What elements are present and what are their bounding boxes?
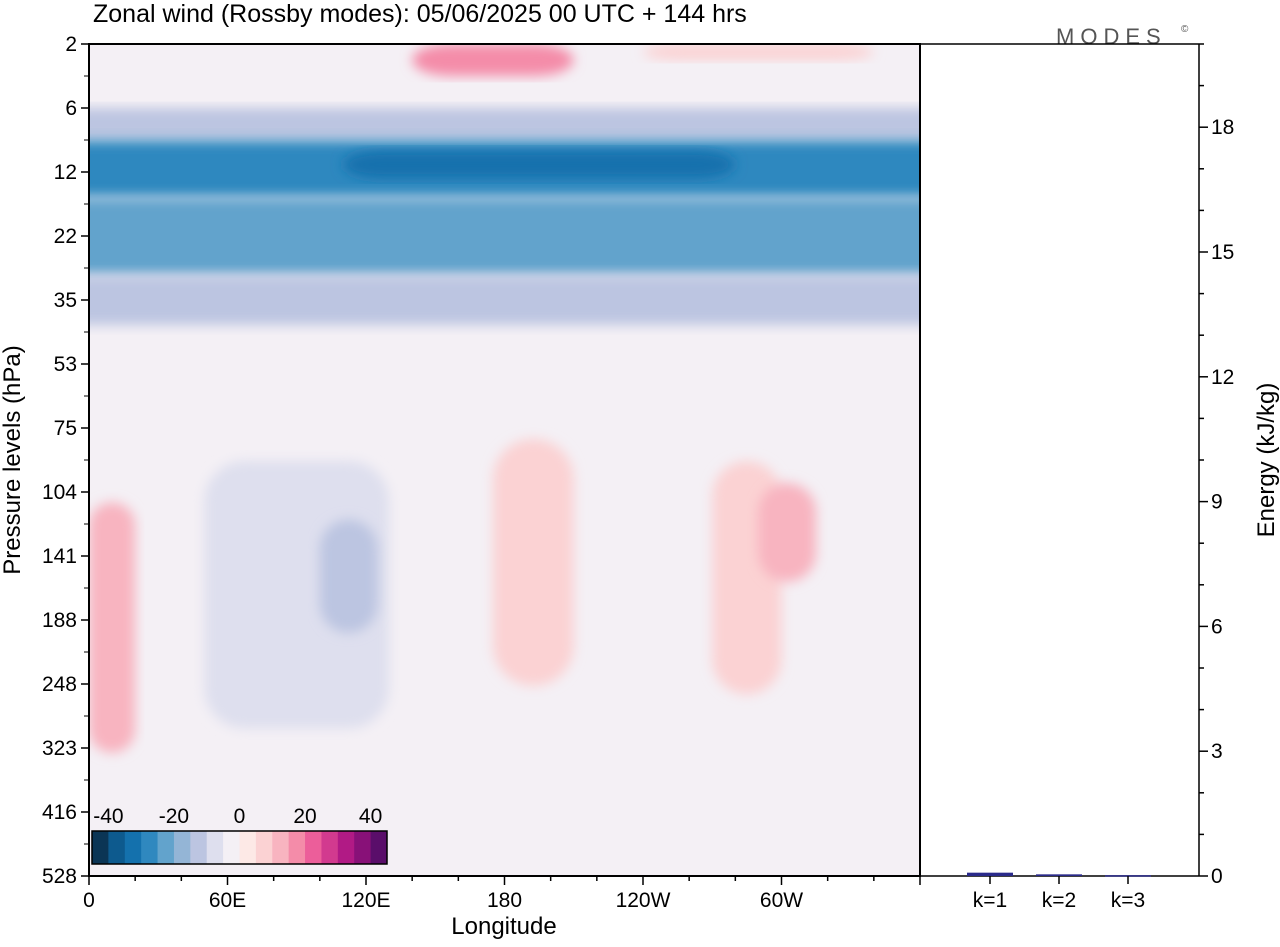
colorbar-swatch [206, 831, 224, 864]
energy-tick-label: 9 [1211, 491, 1223, 514]
colorbar-swatch [141, 831, 159, 864]
energy-bars: k=1 k=2 k=3 [967, 872, 1151, 912]
colorbar: -40 -20 0 20 40 [91, 805, 388, 865]
energy-tick-label: 6 [1211, 615, 1223, 638]
heatmap-region [319, 519, 378, 633]
energy-tick-label: 3 [1211, 740, 1223, 763]
y-tick-label: 528 [42, 865, 77, 888]
chart-title: Zonal wind (Rossby modes): 05/06/2025 00… [93, 0, 747, 28]
heatmap-region [758, 483, 817, 582]
y-axis-label: Pressure levels (hPa) [0, 345, 26, 574]
x-axis: 0 60E 120E 180 120W 60W [83, 876, 921, 912]
y-tick-label: 35 [54, 289, 77, 312]
region-layer [89, 44, 920, 876]
energy-bar [967, 872, 1013, 876]
energy-tick-label: 18 [1211, 116, 1234, 139]
y-tick-label: 53 [54, 353, 77, 376]
heatmap-region [89, 108, 920, 140]
colorbar-swatch [92, 831, 109, 864]
y-tick-label: 248 [42, 673, 77, 696]
x-tick-label: 120W [616, 889, 671, 912]
colorbar-tick-label: -20 [159, 805, 189, 828]
energy-category-label: k=1 [973, 889, 1007, 912]
energy-bar [1036, 874, 1082, 876]
colorbar-swatch [272, 831, 290, 864]
colorbar-swatch [124, 831, 142, 864]
y-tick-label: 323 [42, 737, 77, 760]
heatmap-region [412, 44, 574, 76]
y-tick-label: 104 [42, 481, 77, 504]
x-axis-label: Longitude [451, 913, 556, 940]
y-tick-label: 416 [42, 801, 77, 824]
heatmap-region [827, 814, 920, 876]
heatmap-region [492, 439, 574, 686]
colorbar-tick-label: 40 [359, 805, 382, 828]
colorbar-swatch [255, 831, 273, 864]
colorbar-swatch [354, 831, 372, 864]
heatmap-region [643, 44, 874, 60]
energy-category-label: k=2 [1042, 889, 1076, 912]
colorbar-swatch [321, 831, 339, 864]
y-axis: 2 6 12 22 35 53 75 104 141 188 248 323 416 528 [42, 33, 89, 888]
y-tick-label: 2 [65, 33, 77, 56]
x-tick-label: 0 [83, 889, 95, 912]
y-tick-label: 6 [65, 97, 77, 120]
y-tick-label: 22 [54, 225, 77, 248]
heatmap-region [89, 197, 920, 276]
colorbar-tick-label: -40 [93, 805, 123, 828]
brand-logo: MODES [1056, 24, 1167, 49]
colorbar-tick-label: 20 [293, 805, 316, 828]
colorbar-frame [91, 830, 388, 865]
colorbar-swatch [370, 831, 388, 864]
energy-axis-label: Energy (kJ/kg) [1253, 383, 1280, 538]
colorbar-swatch [157, 831, 175, 864]
x-tick-label: 60E [209, 889, 246, 912]
heatmap-region [342, 150, 736, 179]
colorbar-swatch [305, 831, 322, 864]
colorbar-swatch [288, 831, 306, 864]
x-tick-label: 180 [487, 889, 522, 912]
heatmap-field [89, 44, 920, 876]
colorbar-swatch [239, 831, 257, 864]
energy-tick-label: 15 [1211, 241, 1234, 264]
energy-category-label: k=3 [1111, 889, 1145, 912]
x-tick-label: 60W [760, 889, 803, 912]
x-tick-label: 120E [341, 889, 390, 912]
colorbar-swatch [223, 831, 240, 864]
brand-mark: © [1181, 24, 1189, 35]
y-tick-label: 12 [54, 161, 77, 184]
energy-bar [1105, 875, 1151, 877]
y-tick-label: 75 [54, 417, 77, 440]
energy-ticks: 0 3 6 9 12 15 18 [1199, 43, 1234, 888]
colorbar-swatch [337, 831, 355, 864]
y-tick-label: 141 [42, 545, 77, 568]
energy-tick-label: 12 [1211, 366, 1234, 389]
y-tick-label: 188 [42, 609, 77, 632]
colorbar-tick-label: 0 [234, 805, 246, 828]
heatmap-region [89, 275, 920, 325]
colorbar-swatch [173, 831, 191, 864]
energy-tick-label: 0 [1211, 865, 1223, 888]
heatmap-region [89, 502, 136, 753]
colorbar-swatch [108, 831, 126, 864]
energy-panel: 0 3 6 9 12 15 18 k=1 k=2 k=3 [919, 43, 1234, 912]
colorbar-swatch [190, 831, 208, 864]
